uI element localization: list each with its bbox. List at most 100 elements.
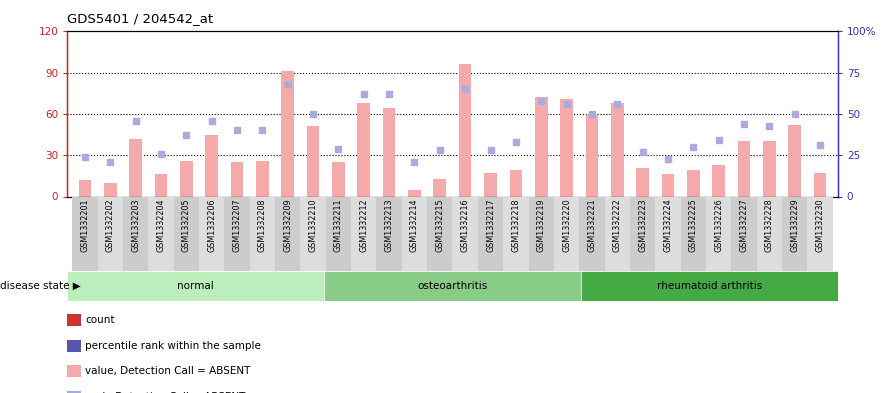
Text: GSM1332227: GSM1332227: [739, 199, 748, 252]
Bar: [814, 173, 826, 196]
Text: GSM1332219: GSM1332219: [537, 199, 546, 252]
Text: GSM1332221: GSM1332221: [588, 199, 597, 252]
Bar: [180, 161, 193, 196]
Bar: [98, 196, 123, 271]
Bar: [731, 196, 756, 271]
Bar: [611, 103, 624, 196]
Text: GSM1332209: GSM1332209: [283, 199, 292, 252]
Text: value, Detection Call = ABSENT: value, Detection Call = ABSENT: [85, 366, 251, 376]
Bar: [681, 196, 706, 271]
Bar: [756, 196, 782, 271]
Text: GSM1332228: GSM1332228: [765, 199, 774, 252]
Text: GSM1332207: GSM1332207: [233, 199, 242, 252]
Bar: [535, 97, 547, 196]
Bar: [155, 174, 168, 196]
Bar: [326, 196, 351, 271]
Text: GSM1332216: GSM1332216: [461, 199, 470, 252]
Bar: [788, 125, 801, 196]
Bar: [554, 196, 579, 271]
Bar: [230, 162, 244, 196]
Text: percentile rank within the sample: percentile rank within the sample: [85, 341, 261, 351]
Bar: [224, 196, 250, 271]
Bar: [434, 178, 446, 196]
Text: GSM1332230: GSM1332230: [815, 199, 824, 252]
Text: GSM1332224: GSM1332224: [663, 199, 672, 252]
Text: normal: normal: [177, 281, 214, 291]
Bar: [459, 64, 471, 196]
Text: GSM1332226: GSM1332226: [714, 199, 723, 252]
Bar: [636, 167, 649, 196]
Bar: [79, 180, 91, 196]
Text: disease state ▶: disease state ▶: [0, 281, 81, 291]
Text: rheumatoid arthritis: rheumatoid arthritis: [657, 281, 762, 291]
Text: GSM1332214: GSM1332214: [410, 199, 419, 252]
Bar: [300, 196, 326, 271]
Text: GSM1332203: GSM1332203: [131, 199, 140, 252]
Bar: [586, 116, 599, 196]
Bar: [605, 196, 630, 271]
Bar: [737, 141, 750, 196]
Bar: [529, 196, 554, 271]
Bar: [581, 271, 838, 301]
Bar: [275, 196, 300, 271]
Bar: [306, 127, 319, 196]
Text: GSM1332213: GSM1332213: [384, 199, 393, 252]
Bar: [383, 108, 395, 196]
Bar: [199, 196, 224, 271]
Text: GSM1332229: GSM1332229: [790, 199, 799, 252]
Text: GSM1332208: GSM1332208: [258, 199, 267, 252]
Text: GSM1332215: GSM1332215: [435, 199, 444, 252]
Bar: [324, 271, 581, 301]
Bar: [376, 196, 401, 271]
Text: GSM1332211: GSM1332211: [334, 199, 343, 252]
Bar: [205, 134, 218, 196]
Bar: [478, 196, 504, 271]
Bar: [630, 196, 655, 271]
Bar: [281, 71, 294, 196]
Text: rank, Detection Call = ABSENT: rank, Detection Call = ABSENT: [85, 392, 246, 393]
Bar: [782, 196, 807, 271]
Bar: [687, 171, 700, 196]
Bar: [401, 196, 427, 271]
Bar: [661, 174, 675, 196]
Bar: [706, 196, 731, 271]
Bar: [560, 99, 573, 196]
Bar: [73, 196, 98, 271]
Bar: [67, 271, 324, 301]
Bar: [452, 196, 478, 271]
Bar: [351, 196, 376, 271]
Text: GSM1332223: GSM1332223: [638, 199, 647, 252]
Bar: [763, 141, 776, 196]
Bar: [510, 171, 522, 196]
Bar: [104, 183, 116, 196]
Bar: [256, 161, 269, 196]
Text: GSM1332210: GSM1332210: [308, 199, 317, 252]
Text: GDS5401 / 204542_at: GDS5401 / 204542_at: [67, 12, 213, 25]
Bar: [250, 196, 275, 271]
Bar: [149, 196, 174, 271]
Bar: [655, 196, 681, 271]
Text: GSM1332220: GSM1332220: [562, 199, 571, 252]
Text: GSM1332225: GSM1332225: [689, 199, 698, 252]
Bar: [579, 196, 605, 271]
Bar: [358, 103, 370, 196]
Text: GSM1332204: GSM1332204: [157, 199, 166, 252]
Bar: [123, 196, 149, 271]
Text: GSM1332212: GSM1332212: [359, 199, 368, 252]
Text: GSM1332202: GSM1332202: [106, 199, 115, 252]
Text: GSM1332217: GSM1332217: [486, 199, 495, 252]
Bar: [408, 189, 421, 196]
Text: osteoarthritis: osteoarthritis: [418, 281, 487, 291]
Text: GSM1332205: GSM1332205: [182, 199, 191, 252]
Bar: [484, 173, 497, 196]
Text: count: count: [85, 315, 115, 325]
Text: GSM1332206: GSM1332206: [207, 199, 216, 252]
Text: GSM1332218: GSM1332218: [512, 199, 521, 252]
Text: GSM1332222: GSM1332222: [613, 199, 622, 252]
Bar: [427, 196, 452, 271]
Text: GSM1332201: GSM1332201: [81, 199, 90, 252]
Bar: [332, 162, 345, 196]
Bar: [807, 196, 832, 271]
Bar: [504, 196, 529, 271]
Bar: [174, 196, 199, 271]
